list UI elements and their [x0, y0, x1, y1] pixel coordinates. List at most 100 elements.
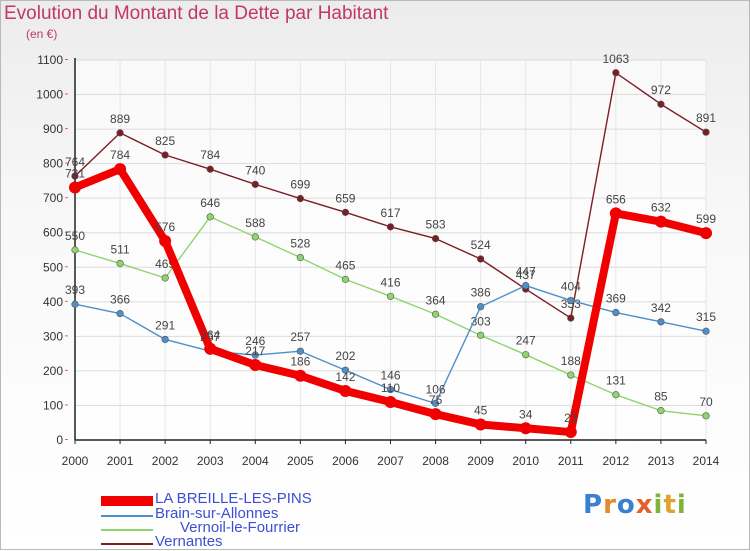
y-tick-label: 600	[43, 226, 63, 240]
data-point	[612, 69, 620, 77]
data-point	[296, 347, 304, 355]
data-point	[71, 300, 79, 308]
data-point	[206, 213, 214, 221]
x-tick-label: 2014	[693, 454, 720, 468]
data-label: 972	[651, 83, 671, 97]
legend-label: Brain-sur-Allonnes	[155, 505, 279, 522]
data-label: 656	[606, 192, 626, 206]
y-tick-label: 1100	[37, 53, 63, 67]
data-point	[249, 359, 262, 372]
data-label: 699	[290, 178, 310, 192]
data-point	[519, 422, 532, 435]
data-label: 315	[696, 310, 716, 324]
data-point	[206, 165, 214, 173]
data-point	[296, 254, 304, 262]
data-label: 740	[245, 163, 265, 177]
data-label: 550	[65, 229, 85, 243]
y-tick-label: 300	[43, 329, 63, 343]
data-label: 583	[426, 218, 446, 232]
data-point	[700, 227, 712, 240]
data-point	[431, 310, 440, 318]
data-point	[474, 418, 487, 431]
data-label: 437	[516, 268, 536, 282]
data-point	[567, 296, 575, 305]
logo-letter: t	[663, 490, 677, 520]
logo-letter: x	[635, 490, 654, 520]
data-label: 342	[651, 301, 671, 315]
data-point	[522, 351, 530, 359]
y-tick-label: 0	[56, 433, 63, 447]
data-label: 404	[561, 279, 581, 293]
data-label: 1063	[603, 52, 630, 66]
data-point	[386, 292, 395, 300]
data-point	[477, 331, 485, 339]
data-label: 416	[380, 275, 400, 289]
data-label: 369	[606, 292, 626, 306]
data-label: 247	[516, 334, 536, 348]
data-point	[431, 235, 440, 243]
y-tick-label: 1000	[36, 88, 63, 102]
data-point	[477, 255, 485, 263]
data-label: 511	[111, 242, 130, 256]
data-label: 202	[335, 349, 355, 363]
data-point	[116, 309, 124, 318]
y-tick-label: 500	[43, 260, 63, 274]
data-label: 110	[381, 381, 400, 395]
data-label: 291	[155, 318, 175, 332]
data-point	[69, 181, 81, 194]
data-point	[386, 385, 395, 394]
data-point	[702, 412, 710, 420]
chart-unit-label: (en €)	[26, 27, 58, 41]
data-point	[294, 369, 307, 382]
data-label: 393	[65, 283, 85, 297]
x-tick-label: 2011	[558, 454, 584, 468]
logo-letter: i	[653, 490, 664, 520]
x-tick-label: 2013	[648, 454, 675, 468]
x-tick-label: 2010	[512, 454, 539, 468]
data-point	[431, 399, 440, 407]
data-point	[71, 246, 79, 254]
data-point	[702, 128, 710, 136]
legend-swatch	[101, 543, 153, 545]
y-tick-label: 800	[43, 157, 63, 171]
legend-swatch	[101, 515, 153, 517]
x-tick-label: 2002	[152, 454, 179, 468]
data-point	[429, 408, 442, 421]
data-point	[384, 396, 397, 408]
data-label: 646	[200, 196, 220, 210]
data-label: 599	[696, 212, 716, 226]
legend-label: Vernantes	[155, 533, 223, 550]
data-point	[159, 235, 172, 248]
data-point	[341, 366, 350, 374]
logo-letter: o	[616, 490, 636, 520]
data-label: 34	[519, 407, 533, 421]
legend-swatch	[101, 496, 153, 506]
data-label: 257	[290, 330, 310, 344]
data-point	[657, 407, 665, 415]
logo-letter: i	[676, 490, 687, 520]
data-point	[609, 207, 622, 220]
data-label: 386	[471, 286, 491, 300]
data-label: 528	[290, 237, 310, 251]
data-label: 659	[335, 191, 355, 205]
legend-swatch	[101, 529, 153, 531]
data-point	[161, 274, 169, 282]
data-point	[341, 208, 350, 216]
proxiti-logo: Proxiti	[583, 490, 687, 520]
chart-title: Evolution du Montant de la Dette par Hab…	[4, 3, 389, 24]
y-tick-label: 900	[43, 122, 63, 136]
data-point	[612, 308, 620, 317]
x-tick-label: 2006	[332, 454, 359, 468]
data-label: 106	[426, 382, 446, 396]
x-tick-label: 2001	[107, 454, 134, 468]
x-tick-label: 2012	[603, 454, 630, 468]
data-point	[296, 194, 304, 203]
data-point	[567, 371, 575, 379]
data-label: 891	[696, 111, 716, 125]
data-label: 764	[65, 155, 85, 169]
legend-label: LA BREILLE-LES-PINS	[155, 490, 312, 507]
x-tick-label: 2005	[287, 454, 314, 468]
x-tick-label: 2003	[197, 454, 224, 468]
x-tick-label: 2000	[62, 454, 89, 468]
